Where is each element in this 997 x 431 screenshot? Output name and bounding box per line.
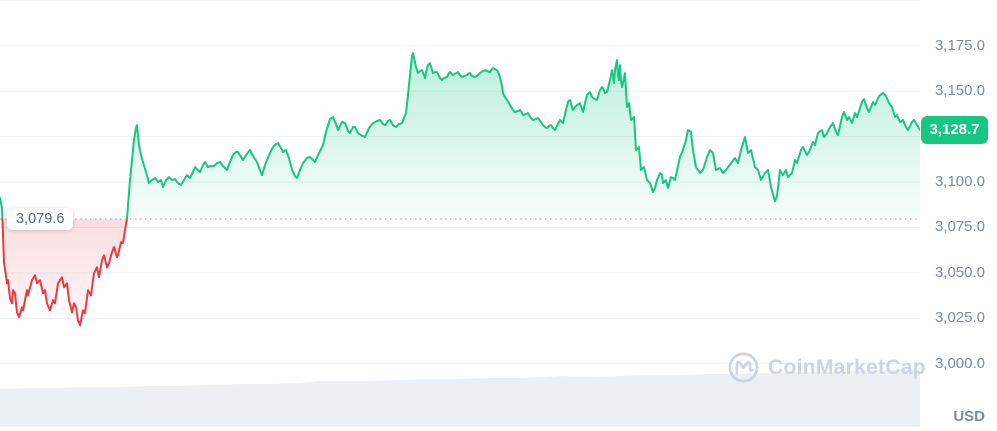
area-fill-down xyxy=(2,219,127,326)
volume-silhouette xyxy=(0,370,920,427)
y-axis-tick-label: 3,100.0 xyxy=(934,173,985,190)
price-line-up xyxy=(0,197,4,221)
watermark: CoinMarketCap xyxy=(727,351,926,384)
y-axis: USD 3,175.0 3,150.0 3,100.0 3,075.0 3,050.0 3… xyxy=(920,0,997,431)
y-axis-tick-label: 3,150.0 xyxy=(934,82,985,99)
y-axis-tick-label: 3,050.0 xyxy=(934,264,985,281)
y-axis-tick-label: 3,175.0 xyxy=(934,37,985,54)
area-fill-up xyxy=(127,53,920,220)
current-price-badge: 3,128.7 xyxy=(921,116,988,144)
baseline-price-label: 3,079.6 xyxy=(7,208,74,230)
price-line-down xyxy=(1,218,128,327)
currency-unit-label: USD xyxy=(953,408,985,425)
y-axis-tick-label: 3,000.0 xyxy=(934,355,985,372)
coinmarketcap-logo-icon xyxy=(728,352,759,383)
price-line-up xyxy=(126,52,921,221)
y-axis-tick-label: 3,025.0 xyxy=(934,309,985,326)
watermark-text: CoinMarketCap xyxy=(768,355,926,379)
y-axis-tick-label: 3,075.0 xyxy=(934,218,985,235)
